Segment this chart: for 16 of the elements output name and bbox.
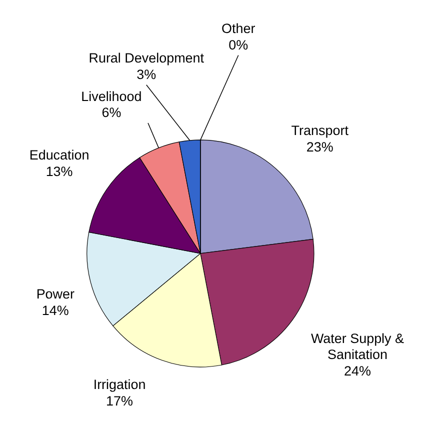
slice-label: Irrigation — [93, 377, 146, 392]
data-label: 23% — [306, 139, 334, 154]
data-label: 24% — [344, 364, 371, 379]
data-label: 3% — [136, 67, 156, 82]
slice-label: Rural Development — [88, 50, 204, 66]
slice-label: Power — [36, 286, 76, 302]
data-label: 13% — [46, 164, 73, 180]
slice-label: Transport — [291, 123, 349, 138]
text: 0% — [228, 37, 248, 52]
slice-label: Water Supply & Sanitation — [310, 330, 404, 362]
data-label: 14% — [42, 302, 69, 318]
slice-label: Livelihood — [81, 88, 142, 104]
data-label: 17% — [106, 393, 134, 408]
slice-label: Education — [29, 148, 90, 163]
data-label: 6% — [102, 105, 122, 120]
category-label: Other — [222, 21, 256, 36]
